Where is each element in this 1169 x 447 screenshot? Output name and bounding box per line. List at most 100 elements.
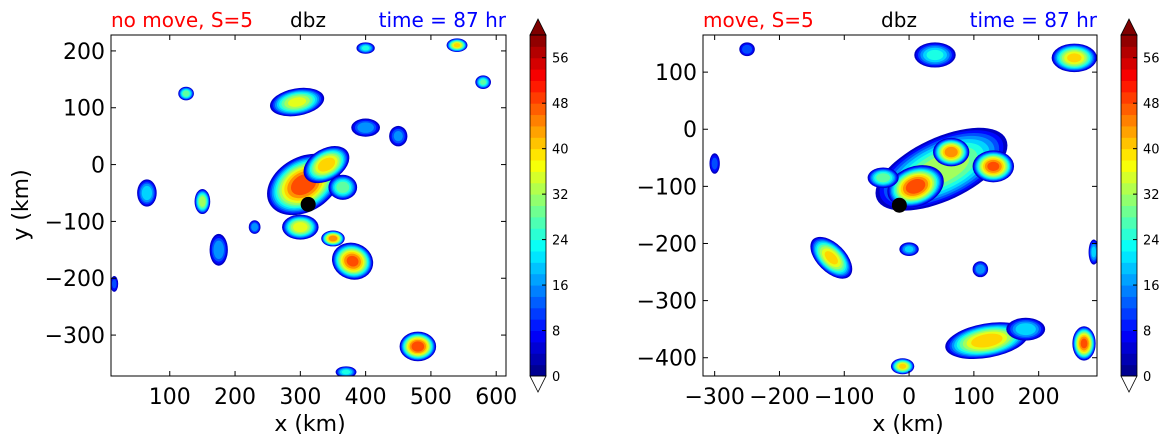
p1-colorbar-segment [1121, 239, 1137, 252]
p1-colorbar-tick-label: 56 [1143, 52, 1160, 67]
p1-contour-20 [1091, 246, 1097, 258]
p0-colorbar-tick-label: 24 [552, 234, 569, 249]
p0-reflectivity-field [111, 38, 491, 376]
p1-x-tick-label: 200 [1018, 385, 1060, 410]
p1-colorbar-segment [1121, 80, 1137, 93]
p1-colorbar-segment [1121, 69, 1137, 81]
p0-y-tick-label: 0 [91, 154, 105, 179]
p0-colorbar: 0 8 16 24 32 40 48 56 [529, 18, 569, 393]
p1-axes-frame [702, 34, 1098, 377]
p1-x-tick-label: −200 [749, 385, 809, 410]
p0-colorbar-segment [530, 171, 546, 184]
p0-colorbar-tick-label: 8 [552, 325, 560, 340]
left-x-axis-label: x (km) [274, 412, 345, 437]
p0-contour-40 [317, 157, 336, 172]
p0-colorbar-segment [530, 262, 546, 275]
p0-y-tick-label: 200 [63, 40, 105, 65]
p1-colorbar-segment [1121, 307, 1137, 320]
p0-storm-cell [282, 214, 319, 240]
p0-colorbar-frame [529, 34, 547, 377]
p0-contour-28 [480, 79, 487, 85]
p1-colorbar-segment [1121, 46, 1137, 59]
p1-storm-cell [890, 358, 915, 375]
p0-contour-28 [336, 181, 350, 193]
p1-colorbar-segment [1121, 137, 1137, 150]
p1-colorbar-segment [1121, 91, 1137, 104]
p1-storm-center-marker [891, 197, 907, 213]
p1-colorbar-tick-label: 8 [1143, 325, 1151, 340]
p0-colorbar-tick-label: 0 [552, 370, 560, 385]
p0-storm-cell [137, 179, 157, 207]
p1-x-tick-label: −300 [684, 385, 744, 410]
p0-colorbar-segment [530, 205, 546, 218]
p1-colorbar-tick-label: 24 [1143, 234, 1160, 249]
p0-x-tick-label: 300 [279, 385, 321, 410]
left-panel: no move, S=5 dbz time = 87 hr x (km) y (… [9, 8, 569, 437]
p1-colorbar-segment [1121, 262, 1137, 275]
p0-storm-cell [178, 86, 194, 101]
p1-colorbar-tick-label: 0 [1143, 370, 1151, 385]
p0-contour-44 [328, 235, 338, 242]
p1-contour-48 [987, 161, 1000, 171]
p0-contour-12 [112, 279, 117, 289]
p1-colorbar-segment [1121, 182, 1137, 195]
p1-storm-cell [1088, 239, 1097, 265]
p0-storm-cell [475, 75, 491, 89]
p1-colorbar-segment [1121, 125, 1137, 138]
p0-storm-cell [399, 331, 437, 362]
p0-colorbar-segment [530, 364, 546, 377]
p0-storm-cell [303, 146, 350, 184]
p0-contour-48 [346, 255, 359, 267]
p1-storm-cell [1072, 326, 1096, 361]
p0-contour-48 [411, 341, 425, 352]
p0-storm-cell [248, 220, 261, 234]
p1-x-tick-label: 0 [902, 385, 916, 410]
p0-colorbar-segment [530, 353, 546, 366]
p1-colorbar-segment [1121, 148, 1137, 161]
p0-colorbar-segment [530, 182, 546, 195]
p0-x-tick-label: 200 [214, 385, 256, 410]
p0-colorbar-segment [530, 216, 546, 229]
p1-y-tick-label: −200 [637, 232, 697, 257]
p0-storm-cell [351, 118, 380, 137]
p0-storm-cell [328, 174, 358, 200]
p1-contour-16 [975, 264, 985, 274]
p0-colorbar-segment [530, 137, 546, 150]
p1-colorbar-segment [1121, 285, 1137, 297]
p1-colorbar-tick-label: 48 [1143, 97, 1160, 112]
p0-colorbar-tick-label: 48 [552, 97, 569, 112]
p0-colorbar-segment [530, 194, 546, 206]
p1-storm-cell [899, 242, 919, 257]
p1-colorbar-segment [1121, 57, 1137, 70]
p0-colorbar-tick-label: 40 [552, 143, 569, 158]
p0-y-tick-label: −100 [45, 210, 105, 235]
p0-contour-24 [341, 369, 351, 375]
p1-colorbar-segment [1121, 103, 1137, 116]
p1-storm-cell [867, 167, 899, 189]
right-panel: move, S=5 dbz time = 87 hr x (km) −300 −2… [637, 8, 1160, 437]
p1-contour-48 [905, 178, 926, 194]
p1-y-tick-label: 100 [655, 61, 697, 86]
p0-contour-16 [213, 240, 225, 260]
p0-contour-16 [251, 223, 259, 232]
p0-contour-40 [453, 43, 461, 48]
p0-contour-36 [293, 222, 308, 233]
p0-colorbar-segment [530, 57, 546, 70]
p1-storm-cell [887, 165, 944, 208]
p0-colorbar-segment [530, 296, 546, 309]
p0-x-tick-label: 400 [345, 385, 387, 410]
p0-contour-16 [393, 131, 403, 142]
p0-storm-cell [111, 275, 119, 292]
p0-colorbar-segment [530, 125, 546, 138]
p0-contour-36 [288, 97, 307, 107]
p0-x-tick-label: 500 [410, 385, 452, 410]
p0-colorbar-segment [530, 160, 546, 172]
p1-colorbar-segment [1121, 250, 1137, 263]
p0-storm-cell [209, 233, 228, 266]
p1-contour-20 [904, 246, 914, 253]
p1-contour-28 [876, 173, 891, 183]
p1-contour-44 [944, 146, 958, 158]
left-title-time: time = 87 hr [379, 8, 507, 32]
p0-colorbar-segment [530, 148, 546, 161]
